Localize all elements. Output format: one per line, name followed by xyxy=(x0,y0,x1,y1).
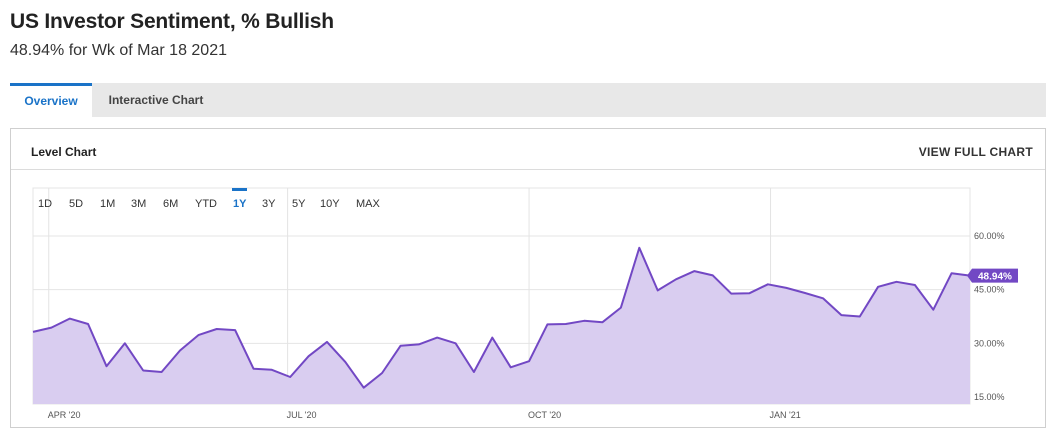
range-1m-button[interactable]: 1M xyxy=(100,198,116,210)
range-1y-button[interactable]: 1Y xyxy=(231,188,248,210)
tab-overview[interactable]: Overview xyxy=(10,83,92,117)
range-max-button[interactable]: MAX xyxy=(356,198,380,210)
range-3m-button[interactable]: 3M xyxy=(131,198,147,210)
panel-title: Level Chart xyxy=(31,145,97,159)
x-tick-label: OCT '20 xyxy=(528,410,561,420)
tab-interactive-chart[interactable]: Interactive Chart xyxy=(108,93,204,107)
last-value-label: 48.94% xyxy=(978,272,1012,283)
page-title: US Investor Sentiment, % Bullish xyxy=(10,10,334,33)
x-tick-label: JUL '20 xyxy=(287,410,317,420)
page-subtitle: 48.94% for Wk of Mar 18 2021 xyxy=(10,42,227,59)
range-ytd-button[interactable]: YTD xyxy=(195,198,217,210)
x-tick-label: JAN '21 xyxy=(770,410,801,420)
range-3y-button[interactable]: 3Y xyxy=(262,198,276,210)
y-tick-label: 15.00% xyxy=(974,392,1005,402)
panel-header: Level Chart VIEW FULL CHART xyxy=(11,129,1045,170)
series-line xyxy=(32,246,971,389)
last-value-badge xyxy=(967,268,1018,283)
range-1d-button[interactable]: 1D xyxy=(38,198,53,210)
range-6m-button[interactable]: 6M xyxy=(163,198,179,210)
range-10y-button[interactable]: 10Y xyxy=(320,198,340,210)
range-5d-button[interactable]: 5D xyxy=(69,198,84,210)
x-tick-label: APR '20 xyxy=(48,410,81,420)
y-tick-label: 60.00% xyxy=(974,231,1005,241)
range-5y-button[interactable]: 5Y xyxy=(292,198,306,210)
y-tick-label: 30.00% xyxy=(974,338,1005,348)
tab-bar: Overview Interactive Chart xyxy=(10,83,1046,117)
series-area xyxy=(33,247,970,404)
y-tick-label: 45.00% xyxy=(974,285,1005,295)
view-full-chart-link[interactable]: VIEW FULL CHART xyxy=(918,145,1033,159)
